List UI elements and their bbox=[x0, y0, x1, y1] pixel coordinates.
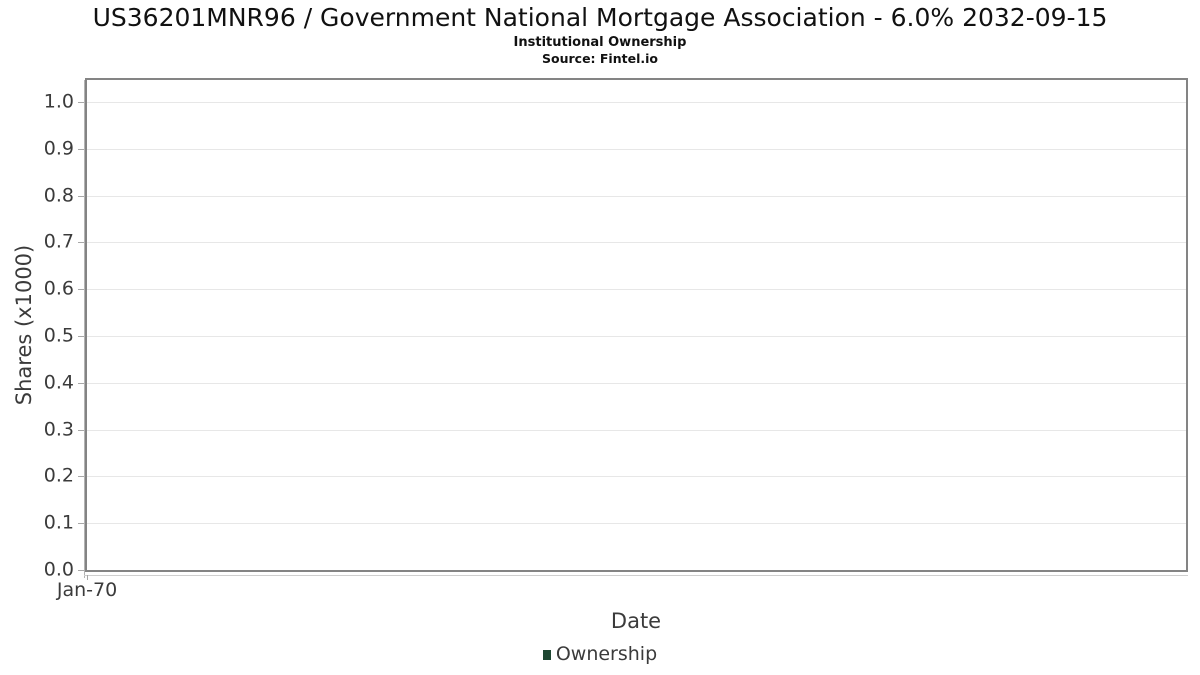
plot-area: 1.0 0.9 0.8 0.7 0.6 0.5 0.4 0.3 0.2 0.1 0.0 Jan-70 bbox=[44, 78, 1188, 600]
y-gridline bbox=[87, 382, 1186, 384]
y-tick-label: 0.9 bbox=[43, 137, 74, 160]
y-gridline bbox=[87, 242, 1186, 244]
y-tick-label: 0.2 bbox=[43, 464, 74, 487]
y-tick-mark bbox=[78, 382, 84, 384]
y-gridline bbox=[87, 335, 1186, 337]
y-tick-mark bbox=[78, 101, 84, 103]
y-tick-mark bbox=[78, 429, 84, 431]
y-tick-label: 0.7 bbox=[43, 230, 74, 253]
legend-item-ownership: Ownership bbox=[542, 643, 658, 665]
y-tick-label: 0.8 bbox=[43, 184, 74, 207]
y-tick-label: 0.3 bbox=[43, 418, 74, 441]
x-tick-label: Jan-70 bbox=[56, 579, 118, 601]
y-tick-mark bbox=[78, 148, 84, 150]
x-axis-line bbox=[84, 575, 1188, 576]
y-gridline bbox=[87, 289, 1186, 291]
y-gridline bbox=[87, 476, 1186, 478]
y-tick-mark bbox=[78, 335, 84, 337]
y-gridline bbox=[87, 195, 1186, 197]
x-tick-mark bbox=[87, 575, 88, 580]
x-axis-title: Date bbox=[610, 609, 662, 633]
y-gridline bbox=[87, 101, 1186, 103]
y-axis-line bbox=[84, 80, 85, 578]
legend-item-label: Ownership bbox=[555, 643, 658, 665]
chart-source-note: Source: Fintel.io bbox=[542, 51, 658, 66]
chart-subtitle: Institutional Ownership bbox=[513, 35, 687, 50]
y-tick-label: 0.4 bbox=[43, 371, 74, 394]
y-tick-label: 0.1 bbox=[43, 511, 74, 534]
y-tick-mark bbox=[78, 523, 84, 525]
y-tick-label: 1.0 bbox=[43, 90, 74, 113]
legend-swatch-icon bbox=[542, 650, 551, 660]
y-tick-mark bbox=[78, 289, 84, 291]
y-gridline bbox=[87, 523, 1186, 525]
y-tick-mark bbox=[78, 195, 84, 197]
y-tick-mark bbox=[78, 242, 84, 244]
chart-title: US36201MNR96 / Government National Mortg… bbox=[92, 3, 1108, 32]
y-gridline bbox=[87, 429, 1186, 431]
y-tick-label: 0.0 bbox=[43, 558, 74, 581]
y-tick-mark bbox=[78, 476, 84, 478]
y-gridline bbox=[87, 148, 1186, 150]
y-tick-label: 0.6 bbox=[43, 277, 74, 300]
y-tick-label: 0.5 bbox=[43, 324, 74, 347]
legend: Ownership bbox=[0, 645, 1200, 664]
y-tick-mark bbox=[78, 570, 84, 571]
